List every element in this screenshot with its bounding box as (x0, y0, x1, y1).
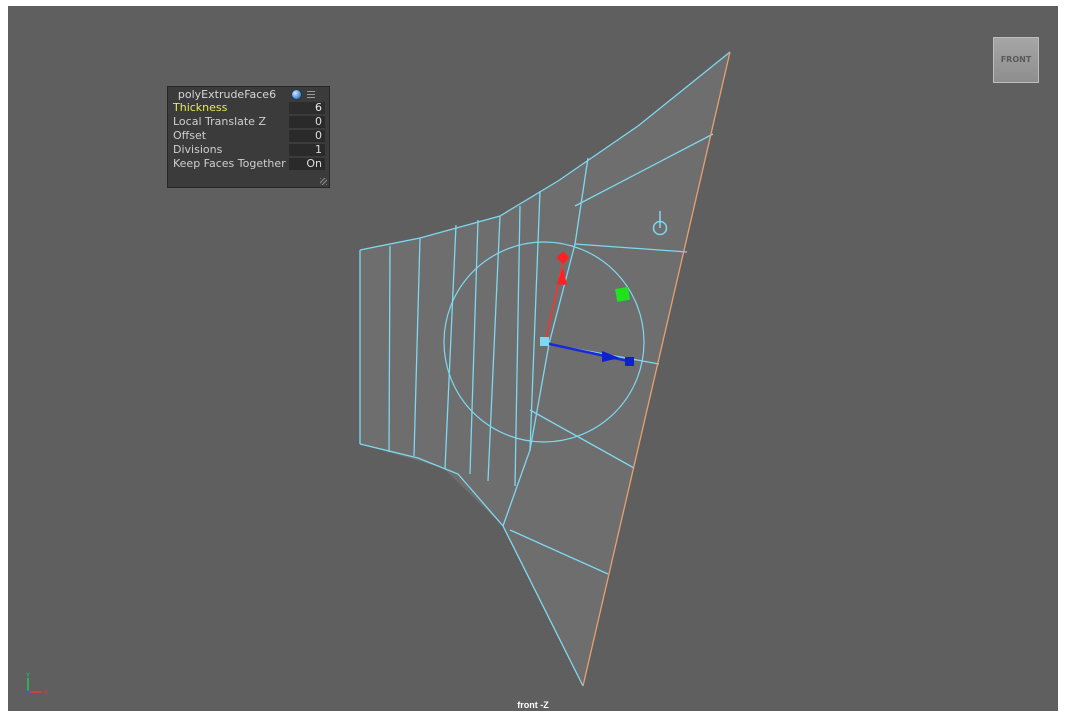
view-cube[interactable]: FRONT (993, 37, 1039, 83)
border-edge (582, 51, 731, 687)
z-scale-handle[interactable] (625, 357, 634, 366)
attr-label: Keep Faces Together (173, 157, 286, 170)
attr-row-divisions[interactable]: Divisions 1 (168, 143, 329, 157)
y-arrow-head[interactable] (557, 268, 567, 285)
globe-icon[interactable] (291, 89, 302, 100)
y-axis-handle[interactable] (544, 257, 565, 344)
attr-label: Thickness (173, 101, 228, 114)
attr-value-field[interactable]: 0 (289, 116, 325, 128)
resize-grip-icon[interactable] (320, 178, 327, 185)
menu-icon[interactable] (307, 89, 315, 99)
poly-extrude-attribute-panel[interactable]: polyExtrudeFace6 Thickness 6 Local Trans… (167, 86, 330, 188)
attr-panel-title: polyExtrudeFace6 (177, 88, 277, 101)
axis-x-label: X (44, 690, 48, 696)
attr-value-field[interactable]: On (289, 158, 325, 170)
manipulator-center[interactable] (540, 337, 549, 346)
3d-viewport[interactable]: polyExtrudeFace6 Thickness 6 Local Trans… (8, 6, 1058, 711)
x-scale-handle[interactable] (615, 286, 631, 302)
attr-row-offset[interactable]: Offset 0 (168, 129, 329, 143)
attr-value-field[interactable]: 1 (289, 144, 325, 156)
attr-row-thickness[interactable]: Thickness 6 (168, 101, 329, 115)
attr-value-field[interactable]: 6 (289, 102, 325, 114)
attr-label: Divisions (173, 143, 223, 156)
axis-indicator-icon: Y X (26, 673, 48, 696)
rotate-pivot-icon[interactable] (652, 211, 668, 236)
attr-label: Offset (173, 129, 207, 142)
attr-row-local-translate-z[interactable]: Local Translate Z 0 (168, 115, 329, 129)
attr-label: Local Translate Z (173, 115, 266, 128)
camera-label: front -Z (517, 700, 549, 710)
axis-y-label: Y (26, 673, 30, 679)
z-arrow-head[interactable] (602, 351, 620, 362)
attr-row-keep-faces-together[interactable]: Keep Faces Together On (168, 157, 329, 171)
attr-value-field[interactable]: 0 (289, 130, 325, 142)
scene-canvas[interactable] (8, 6, 1058, 711)
attr-panel-header[interactable]: polyExtrudeFace6 (168, 87, 329, 101)
